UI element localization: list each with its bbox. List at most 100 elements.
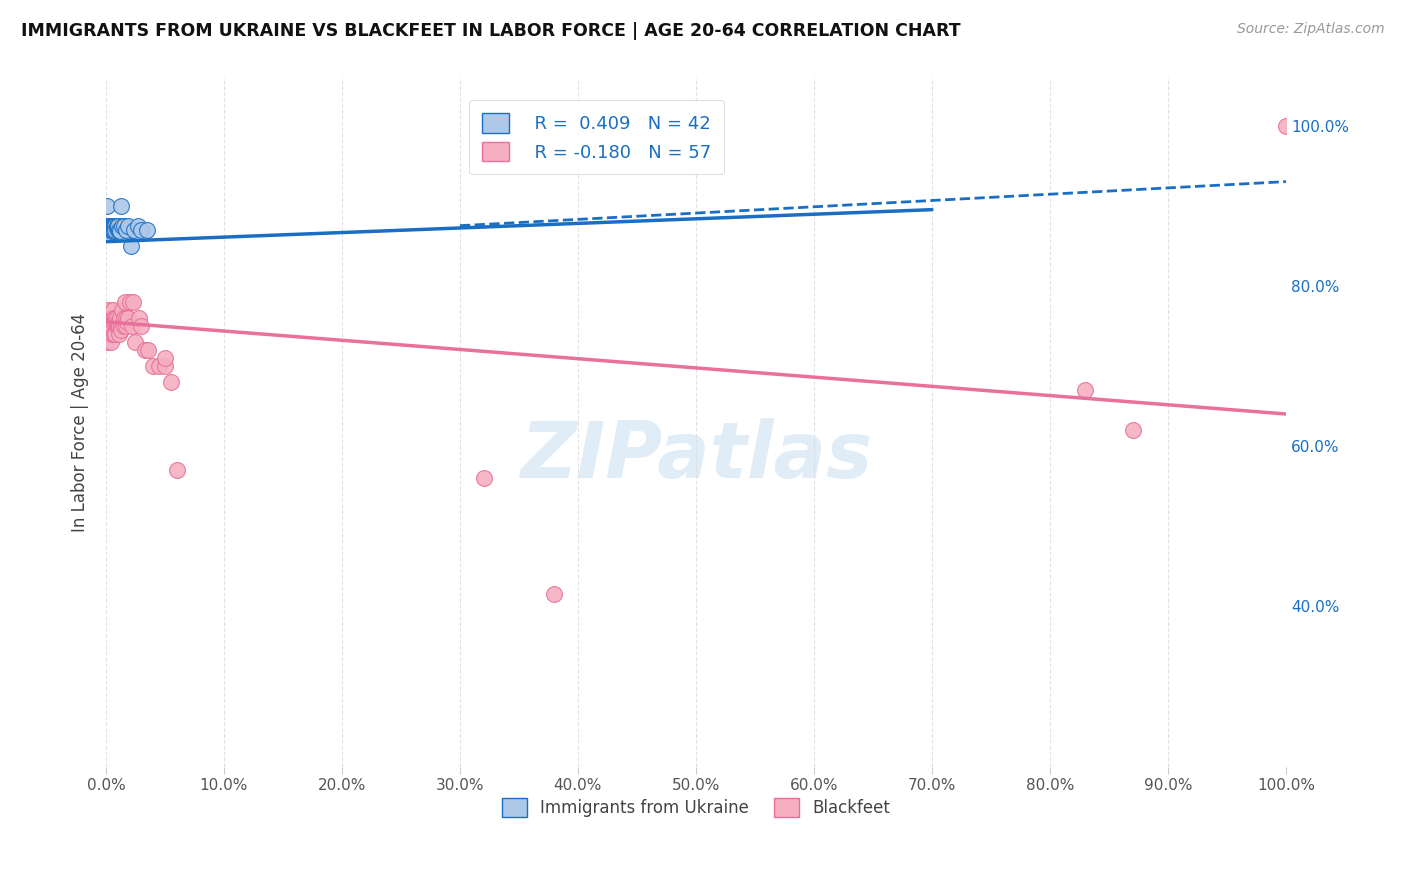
Point [115,310,138,325]
Point [100,334,122,349]
Point [98,219,121,233]
Point [472,471,495,485]
Point [101,222,124,236]
Point [1074,383,1097,397]
Point [122,294,145,309]
Point [153,359,176,373]
Point [108,318,131,333]
Point [124,334,146,349]
Point [1122,423,1144,437]
Point [131,318,153,333]
Point [105,221,128,235]
Point [103,326,125,341]
Point [100,219,122,233]
Point [104,310,127,325]
Point [101,315,124,329]
Point [108,222,131,236]
Point [98,315,121,329]
Point [120,238,142,252]
Point [98,315,121,329]
Point [107,222,129,236]
Point [101,318,124,333]
Point [122,222,145,236]
Point [104,219,127,233]
Point [159,375,181,389]
Point [100,323,122,337]
Point [128,310,150,325]
Point [136,222,159,236]
Point [96,334,118,349]
Point [107,219,129,233]
Point [108,326,131,341]
Point [108,224,131,238]
Point [110,323,132,337]
Point [107,315,129,329]
Point [153,351,176,365]
Point [105,318,128,333]
Point [148,359,170,373]
Point [98,318,121,333]
Point [108,310,131,325]
Point [103,219,125,233]
Point [127,219,149,233]
Point [111,219,134,233]
Point [115,315,138,329]
Point [101,219,124,233]
Point [104,326,127,341]
Point [94,307,117,321]
Point [112,310,135,325]
Point [97,219,120,233]
Point [134,343,156,357]
Point [117,310,139,325]
Text: ZIPatlas: ZIPatlas [520,418,872,494]
Point [100,227,122,241]
Point [543,587,565,601]
Point [118,294,141,309]
Point [98,219,121,233]
Point [101,222,124,236]
Point [112,219,135,233]
Point [111,302,134,317]
Point [114,294,136,309]
Y-axis label: In Labor Force | Age 20-64: In Labor Force | Age 20-64 [72,312,89,532]
Point [97,222,120,236]
Point [105,310,128,325]
Point [98,219,121,233]
Point [115,318,138,333]
Point [103,310,125,325]
Point [100,310,122,325]
Point [101,219,124,233]
Point [100,222,122,236]
Point [101,318,124,333]
Point [142,359,165,373]
Point [112,318,135,333]
Point [1275,119,1298,133]
Point [131,222,153,236]
Point [105,219,128,233]
Point [98,222,121,236]
Point [166,463,188,477]
Point [101,219,124,233]
Point [110,318,132,333]
Point [96,222,118,236]
Point [101,219,124,233]
Point [96,315,118,329]
Point [104,315,127,329]
Point [97,302,120,317]
Point [103,221,125,235]
Point [107,318,129,333]
Point [94,219,117,233]
Text: IMMIGRANTS FROM UKRAINE VS BLACKFEET IN LABOR FORCE | AGE 20-64 CORRELATION CHAR: IMMIGRANTS FROM UKRAINE VS BLACKFEET IN … [21,22,960,40]
Point [103,224,125,238]
Point [101,326,124,341]
Point [138,343,160,357]
Point [121,318,143,333]
Text: Source: ZipAtlas.com: Source: ZipAtlas.com [1237,22,1385,37]
Point [117,219,139,233]
Point [115,222,138,236]
Point [96,199,118,213]
Point [104,222,127,236]
Point [97,326,120,341]
Point [101,221,124,235]
Point [97,219,120,233]
